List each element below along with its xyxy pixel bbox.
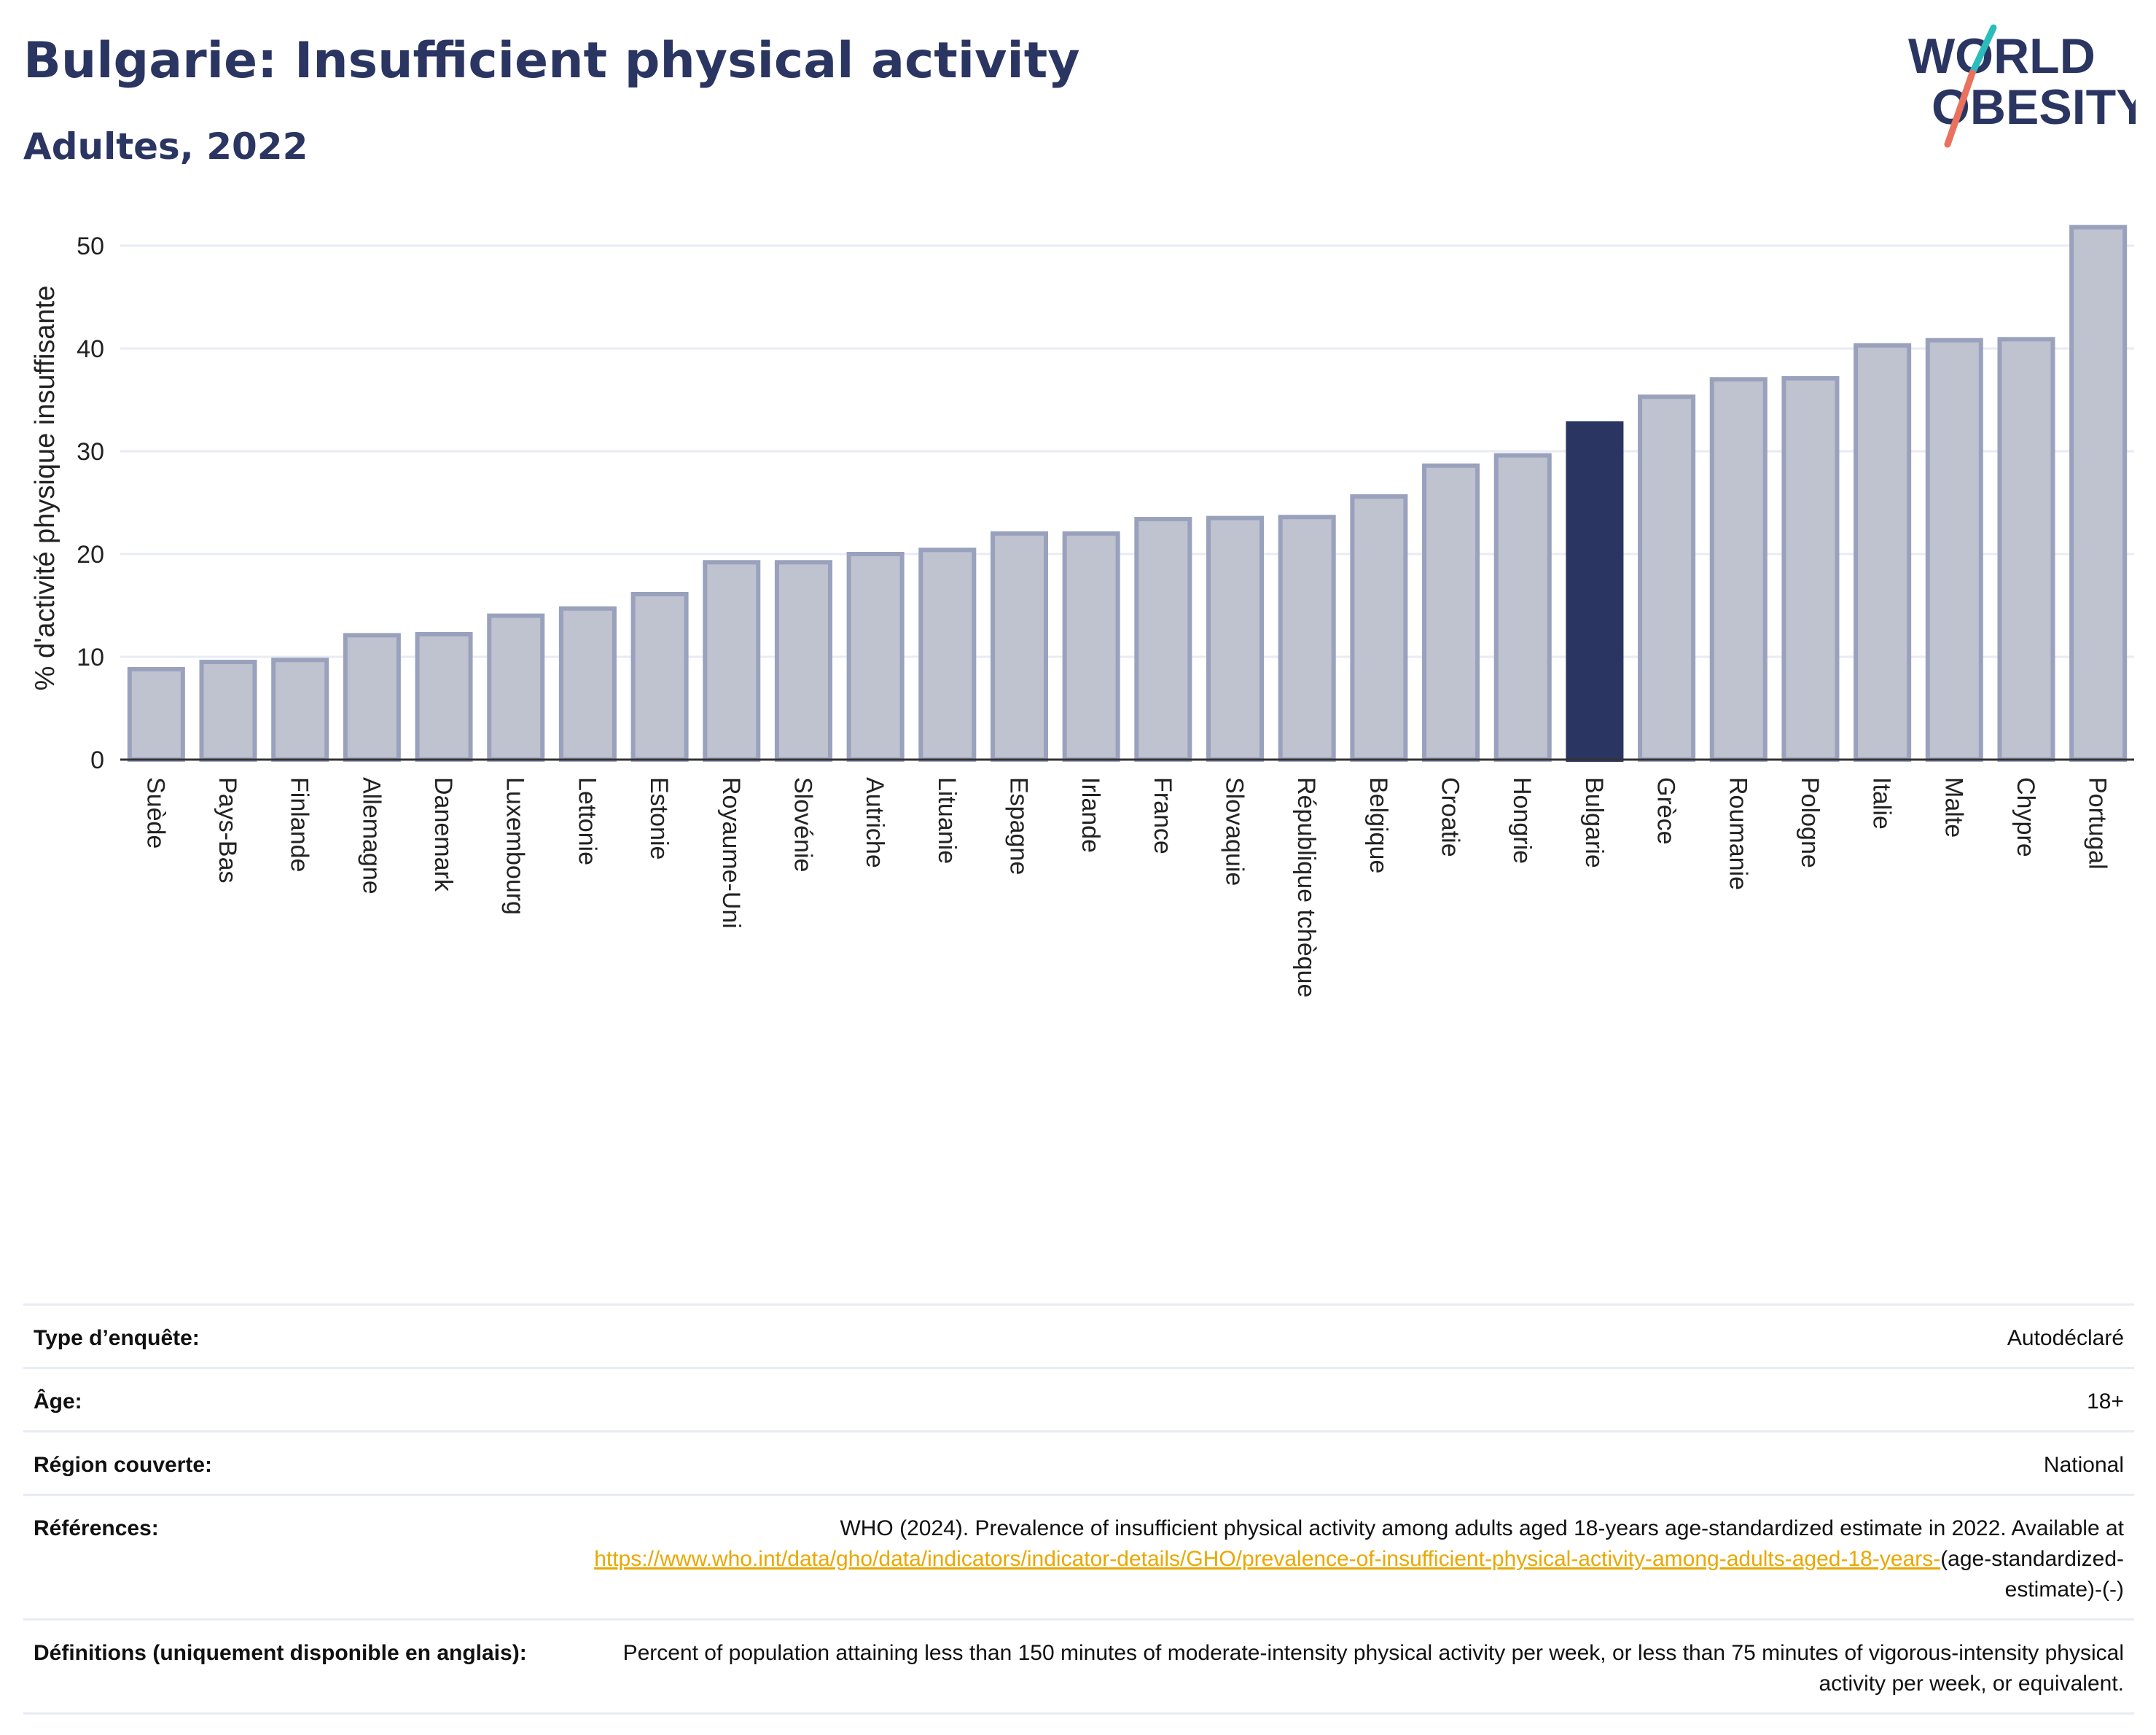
info-row-references: Références: WHO (2024). Prevalence of in… xyxy=(23,1494,2134,1618)
info-row-region: Région couverte: National xyxy=(23,1430,2134,1494)
x-tick-label: Pologne xyxy=(1796,777,1824,868)
x-tick-label: Pays-Bas xyxy=(214,777,241,884)
logo-line1: WORLD xyxy=(1908,28,2096,84)
bar-roumanie xyxy=(1709,377,1768,763)
logo-coral-slash xyxy=(1944,69,1976,148)
y-tick-label: 0 xyxy=(90,746,104,774)
y-axis-title: % d'activité physique insuffisante xyxy=(30,286,60,691)
x-tick-label: Slovaquie xyxy=(1221,777,1249,886)
bar-slovénie xyxy=(774,560,832,762)
y-tick-label: 30 xyxy=(77,438,104,466)
x-tick-label: Portugal xyxy=(2084,777,2112,870)
x-tick-label: Allemagne xyxy=(357,777,385,894)
info-table: Type d’enquête: Autodéclaré Âge: 18+ Rég… xyxy=(23,1303,2134,1715)
bar-chypre xyxy=(1997,337,2055,762)
bar-pologne xyxy=(1781,375,1840,762)
bar-belgique xyxy=(1350,494,1408,762)
y-tick-label: 20 xyxy=(77,541,104,569)
bar-france xyxy=(1134,517,1192,762)
bar-croatie xyxy=(1422,463,1480,762)
bar-italie xyxy=(1854,343,1912,762)
logo-teal-slash xyxy=(1969,24,1997,77)
bar-chart: 0 10 20 30 40 50 % d'activité physique insuffi… xyxy=(30,225,2134,997)
reference-suffix: (age-standardized-estimate)-(-) xyxy=(1940,1547,2124,1602)
bar-irlande xyxy=(1062,531,1120,762)
x-tick-label: Lettonie xyxy=(573,777,601,865)
bar-slovaquie xyxy=(1206,515,1265,762)
bar-pays-bas xyxy=(199,660,257,762)
x-tick-label: Finlande xyxy=(286,777,313,872)
x-tick-label: Espagne xyxy=(1004,777,1032,875)
x-tick-label: Danemark xyxy=(429,777,457,892)
bar-lettonie xyxy=(558,606,617,762)
x-tick-label: Belgique xyxy=(1364,777,1392,873)
bar-malte xyxy=(1925,338,1983,763)
x-tick-label: Slovénie xyxy=(789,777,816,872)
x-tick-label: Estonie xyxy=(645,777,673,859)
x-tick-label: Malte xyxy=(1940,777,1967,838)
info-row-age: Âge: 18+ xyxy=(23,1367,2134,1430)
info-row-survey-type: Type d’enquête: Autodéclaré xyxy=(23,1303,2134,1367)
info-value: Percent of population attaining less tha… xyxy=(622,1641,2124,1696)
info-label: Région couverte: xyxy=(34,1453,213,1477)
world-obesity-logo: WORLD OBESITY xyxy=(1908,24,2136,148)
x-tick-label: Croatie xyxy=(1437,777,1464,857)
info-value: National xyxy=(2043,1453,2124,1477)
bar-autriche xyxy=(846,552,905,762)
bar-finlande xyxy=(271,658,329,762)
bar-grèce xyxy=(1638,394,1696,762)
chart-subtitle: Adultes, 2022 xyxy=(23,125,308,168)
bar-suède xyxy=(127,666,185,762)
x-tick-label: Royaume-Uni xyxy=(717,777,745,929)
info-row-definitions: Définitions (uniquement disponible en an… xyxy=(23,1618,2134,1715)
chart-title: Bulgarie: Insufficient physical activity xyxy=(23,32,1080,90)
x-tick-label: République tchèque xyxy=(1292,777,1320,997)
info-label: Type d’enquête: xyxy=(34,1326,200,1350)
x-tick-label: Italie xyxy=(1868,777,1896,830)
info-label: Âge: xyxy=(34,1389,82,1414)
x-tick-label: Bulgarie xyxy=(1580,777,1608,868)
bar-estonie xyxy=(630,591,689,762)
x-tick-label: Luxembourg xyxy=(501,777,529,915)
info-value: Autodéclaré xyxy=(2007,1326,2124,1350)
bar-allemagne xyxy=(343,633,401,763)
x-tick-label: Chypre xyxy=(2012,777,2039,857)
x-tick-label: Grèce xyxy=(1652,777,1680,845)
bar-royaume-uni xyxy=(703,560,761,762)
y-tick-label: 40 xyxy=(77,335,104,363)
x-tick-label: Hongrie xyxy=(1508,777,1536,864)
x-tick-label: Irlande xyxy=(1077,777,1104,853)
info-label: Références: xyxy=(34,1516,159,1540)
x-tick-label: Autriche xyxy=(861,777,888,868)
info-value-references: WHO (2024). Prevalence of insufficient p… xyxy=(557,1513,2124,1605)
bar-luxembourg xyxy=(487,613,545,762)
bar-bulgarie xyxy=(1566,421,1624,762)
info-label: Définitions (uniquement disponible en an… xyxy=(34,1641,527,1665)
y-tick-label: 10 xyxy=(77,644,104,671)
bar-danemark xyxy=(415,631,473,762)
reference-link[interactable]: https://www.who.int/data/gho/data/indica… xyxy=(594,1547,1941,1571)
x-tick-label: Lituanie xyxy=(933,777,961,864)
x-tick-label: Roumanie xyxy=(1724,777,1751,890)
y-tick-label: 50 xyxy=(77,233,104,260)
info-value: 18+ xyxy=(2087,1389,2124,1414)
bar-portugal xyxy=(2069,225,2128,763)
bar-hongrie xyxy=(1493,453,1552,762)
x-tick-label: Suède xyxy=(141,777,169,849)
bar-république-tchèque xyxy=(1278,515,1336,762)
x-tick-label: France xyxy=(1149,777,1176,854)
bar-espagne xyxy=(990,531,1048,762)
reference-text: WHO (2024). Prevalence of insufficient p… xyxy=(840,1516,2124,1540)
bar-lituanie xyxy=(918,547,977,762)
